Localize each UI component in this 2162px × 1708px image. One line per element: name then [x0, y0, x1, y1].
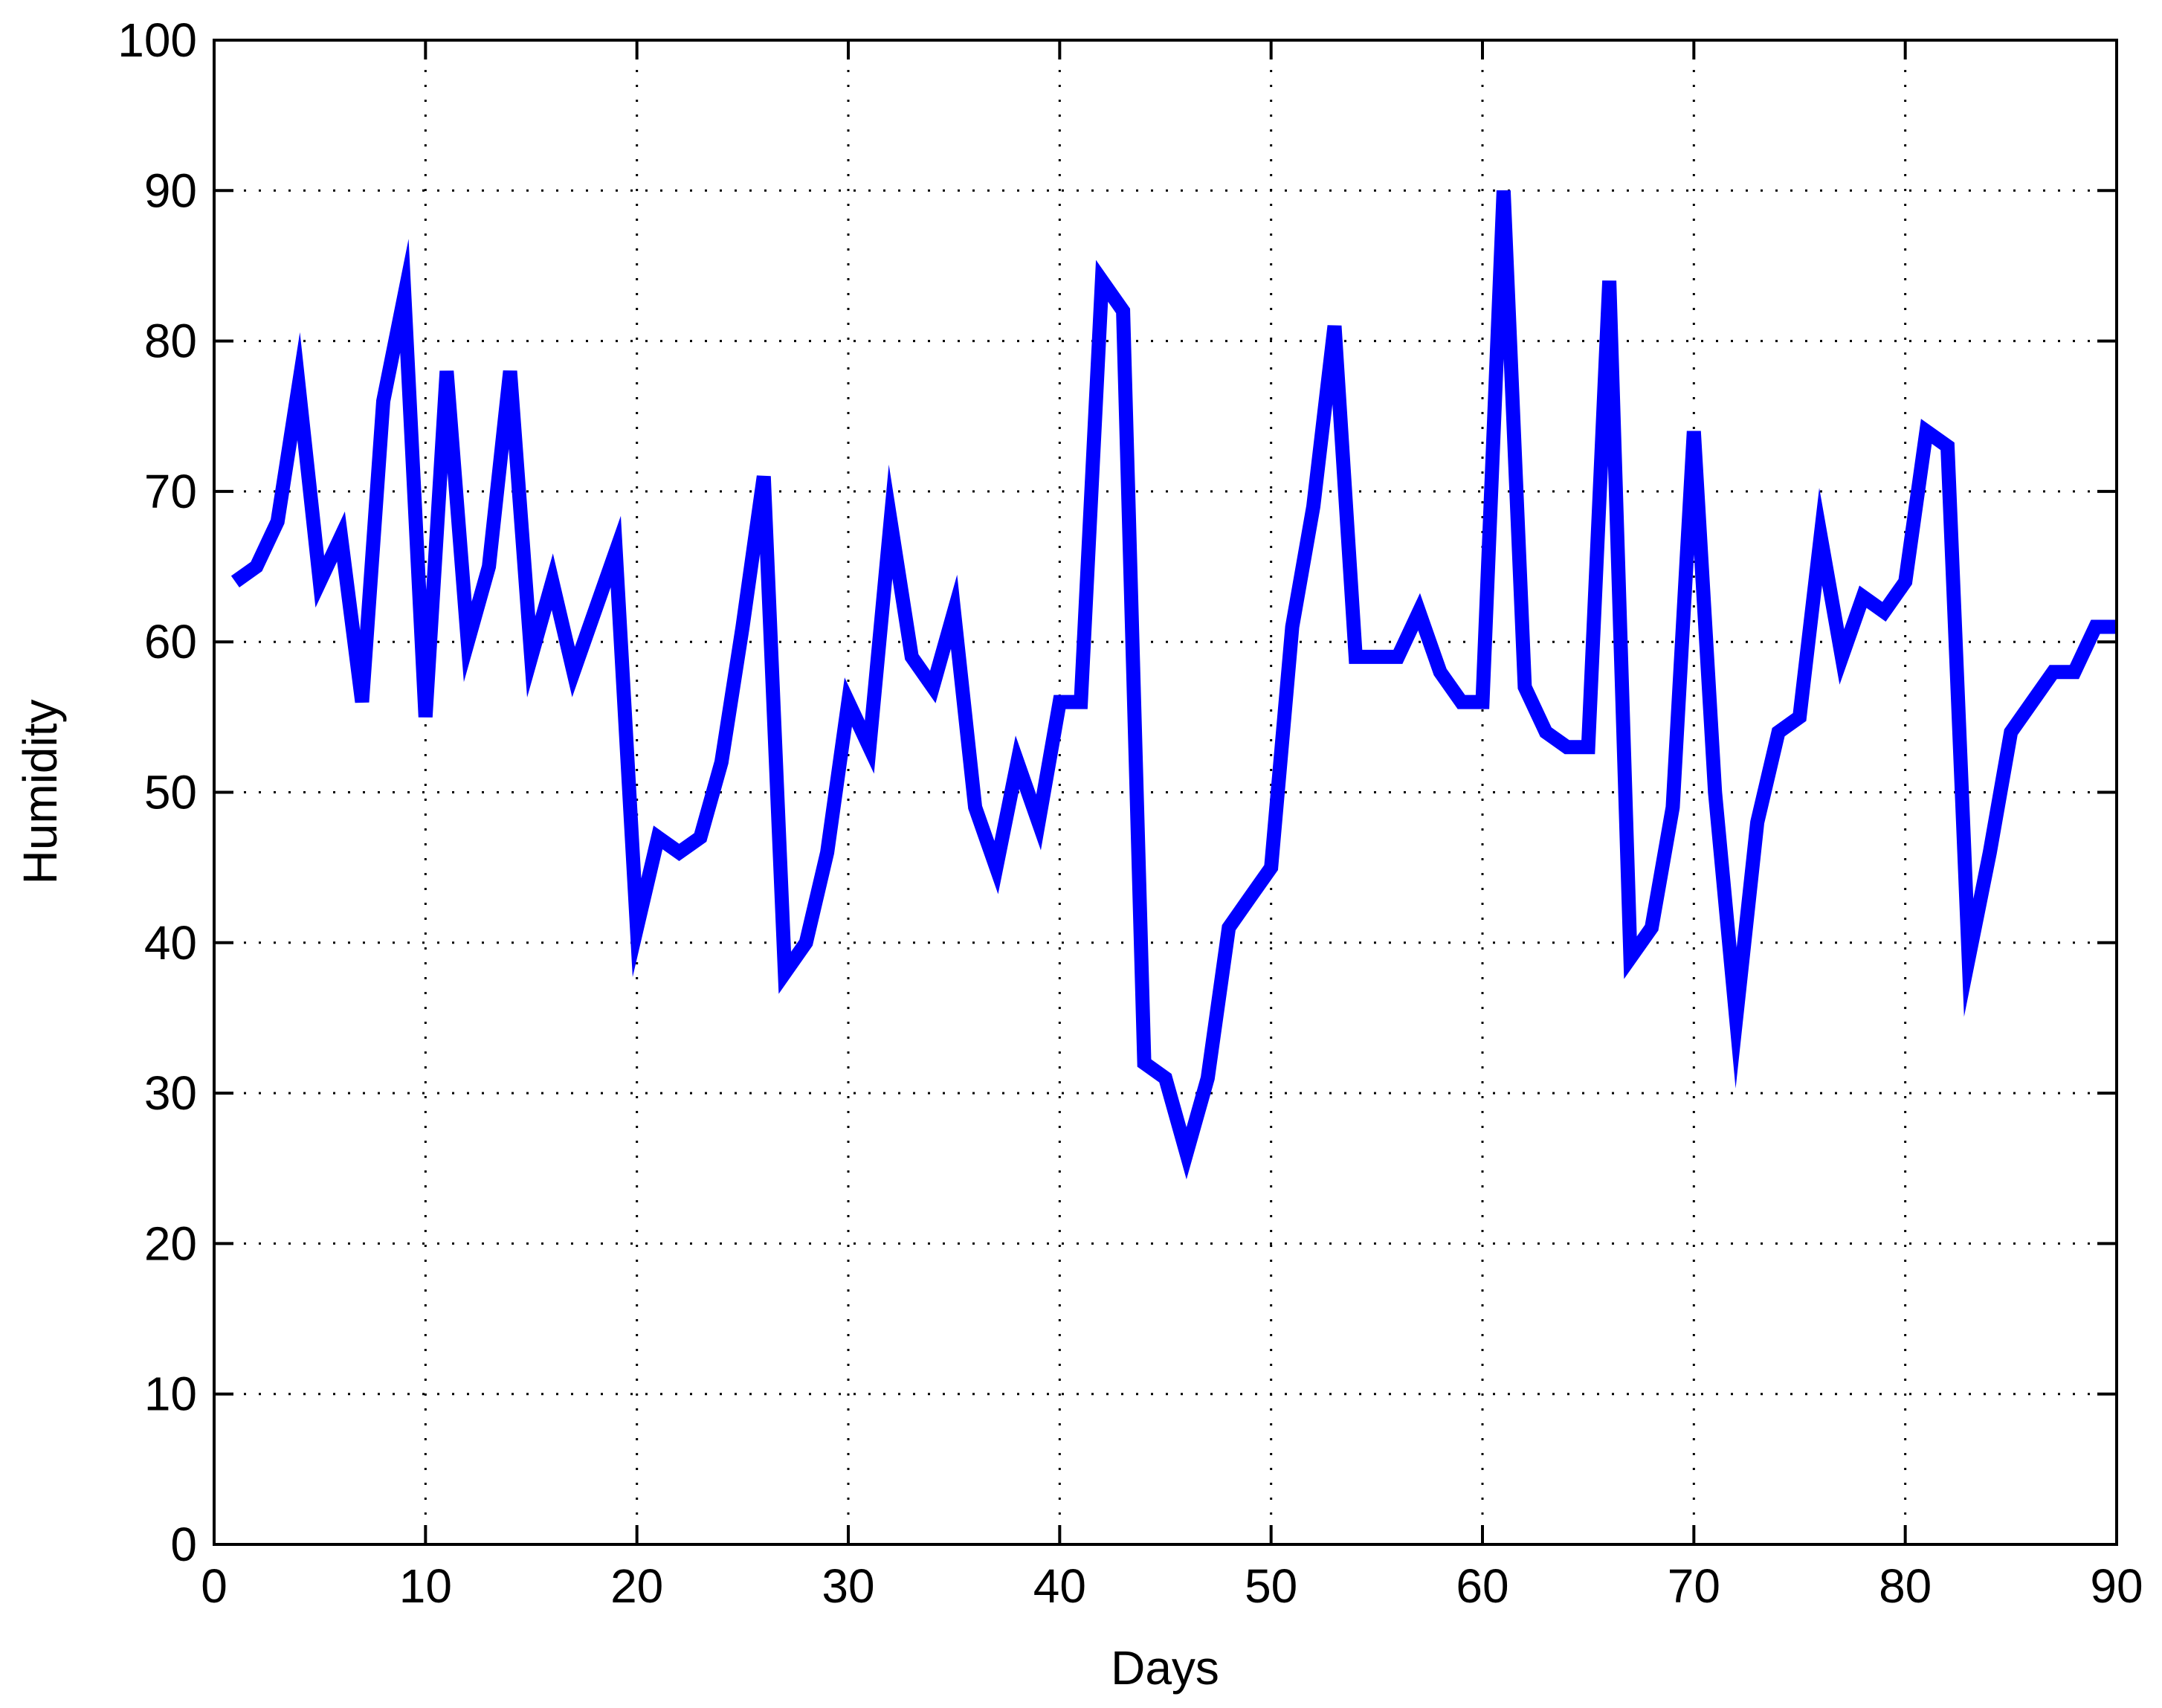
y-tick-label: 40 — [144, 916, 197, 970]
y-tick-label: 50 — [144, 766, 197, 819]
x-tick-label: 30 — [822, 1559, 874, 1613]
x-axis-label: Days — [1111, 1641, 1219, 1695]
y-tick-labels: 0 10 20 30 40 50 60 70 80 90 100 — [117, 13, 197, 1571]
y-tick-label: 30 — [144, 1066, 197, 1120]
x-tick-label: 20 — [610, 1559, 663, 1613]
y-tick-label: 60 — [144, 615, 197, 668]
x-tick-label: 50 — [1245, 1559, 1297, 1613]
y-tick-label: 90 — [144, 164, 197, 217]
x-tick-labels: 0 10 20 30 40 50 60 70 80 90 — [201, 1559, 2143, 1613]
y-tick-label: 80 — [144, 315, 197, 368]
axis-ticks — [213, 39, 2118, 1546]
x-tick-label: 40 — [1033, 1559, 1086, 1613]
y-tick-label: 10 — [144, 1367, 197, 1421]
data-series — [230, 190, 2117, 1180]
y-tick-label: 0 — [170, 1518, 197, 1571]
x-tick-label: 10 — [399, 1559, 452, 1613]
y-axis-label: Humidity — [13, 700, 67, 885]
x-tick-label: 70 — [1668, 1559, 1720, 1613]
x-tick-label: 80 — [1879, 1559, 1932, 1613]
x-tick-label: 90 — [2090, 1559, 2143, 1613]
y-tick-label: 70 — [144, 465, 197, 518]
y-tick-label: 20 — [144, 1216, 197, 1270]
x-tick-label: 0 — [201, 1559, 228, 1613]
y-tick-label: 100 — [117, 13, 197, 67]
x-tick-label: 60 — [1456, 1559, 1508, 1613]
humidity-series-line — [230, 190, 2117, 1180]
